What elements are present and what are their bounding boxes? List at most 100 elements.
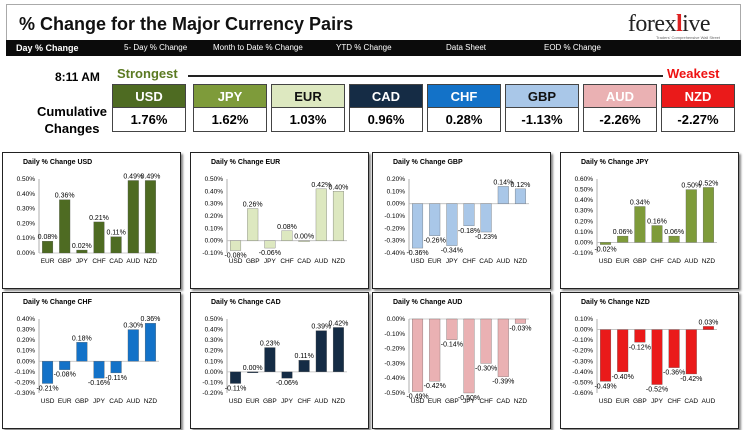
nav-day-change[interactable]: Day % Change <box>16 43 79 53</box>
y-tick-label: 0.10% <box>17 235 36 242</box>
bar-cad <box>110 361 122 374</box>
category-label: CAD <box>496 398 510 405</box>
y-tick-label: 0.10% <box>17 348 36 355</box>
category-label: CHF <box>462 258 475 265</box>
category-label: CHF <box>92 258 105 265</box>
category-label: AUD <box>702 398 716 405</box>
y-tick-label: 0.40% <box>17 191 36 198</box>
data-label: 0.36% <box>55 193 75 200</box>
y-tick-label: -0.10% <box>202 379 223 386</box>
y-tick-label: 0.50% <box>575 187 594 194</box>
data-label: -0.40% <box>612 374 634 381</box>
y-tick-label: 0.30% <box>205 201 224 208</box>
currency-box-gbp: GBP -1.13% <box>505 84 579 132</box>
category-label: NZD <box>144 398 158 405</box>
y-tick-label: -0.20% <box>384 225 405 232</box>
bar-usd <box>412 203 424 249</box>
bar-usd <box>600 329 612 382</box>
nav-eod-change[interactable]: EOD % Change <box>544 43 601 52</box>
data-label: 0.49% <box>140 173 160 180</box>
y-tick-label: -0.20% <box>384 346 405 353</box>
data-label: 0.00% <box>243 365 263 372</box>
category-label: GBP <box>58 258 72 265</box>
y-tick-label: 0.60% <box>575 176 594 183</box>
chart-title: Daily % Change CHF <box>23 299 92 306</box>
currency-name: CHF <box>427 84 501 108</box>
y-tick-label: -0.20% <box>572 348 593 355</box>
data-label: -0.18% <box>458 228 480 235</box>
currency-value: -1.13% <box>505 108 579 132</box>
category-label: USD <box>229 398 243 405</box>
data-label: 0.30% <box>123 323 143 330</box>
bar-chf <box>281 230 293 241</box>
y-tick-label: 0.10% <box>575 316 594 323</box>
bar-chf <box>480 318 492 364</box>
chart-title: Daily % Change USD <box>23 159 93 166</box>
y-tick-label: -0.40% <box>384 250 405 257</box>
bar-jpy <box>264 240 276 249</box>
nav-data-sheet[interactable]: Data Sheet <box>446 43 487 52</box>
bar-eur <box>59 361 71 370</box>
category-label: USD <box>229 258 243 265</box>
data-label: 0.39% <box>311 324 331 331</box>
y-tick-label: 0.50% <box>205 176 224 183</box>
nav-mtd-change[interactable]: Month to Date % Change <box>213 43 303 52</box>
y-tick-label: 0.00% <box>387 201 406 208</box>
category-label: CHF <box>479 398 492 405</box>
data-label: 0.11% <box>106 230 125 237</box>
bar-gbp <box>264 347 276 373</box>
data-label: -0.30% <box>475 365 497 372</box>
category-label: CAD <box>109 398 123 405</box>
y-tick-label: 0.30% <box>575 208 594 215</box>
bar-usd <box>600 242 612 245</box>
data-label: 0.12% <box>510 182 530 189</box>
bar-chart: 0.00% 0.10% 0.20% 0.30% 0.40% 0.50% 0.08% EUR 0.… <box>17 173 161 265</box>
data-label: 0.00% <box>294 234 314 241</box>
category-label: GBP <box>246 258 260 265</box>
currency-name: GBP <box>505 84 579 108</box>
category-label: AUD <box>314 258 328 265</box>
data-label: -0.06% <box>259 250 281 257</box>
data-label: 0.23% <box>260 341 280 348</box>
nav-ytd-change[interactable]: YTD % Change <box>336 43 392 52</box>
forexlive-logo[interactable]: forexlive <box>627 11 711 37</box>
category-label: JPY <box>76 258 89 265</box>
chart-panel-usd: Daily % Change USD 0.00% 0.10% 0.20% 0.30% 0.… <box>2 152 181 289</box>
bar-gbp <box>76 342 88 362</box>
category-label: JPY <box>651 398 664 405</box>
currency-name: JPY <box>193 84 267 108</box>
category-label: GBP <box>75 398 89 405</box>
currency-box-cad: CAD 0.96% <box>349 84 423 132</box>
bar-jpy <box>463 318 475 394</box>
data-label: 0.26% <box>243 202 263 209</box>
data-label: -0.36% <box>406 250 428 257</box>
category-label: AUD <box>126 398 140 405</box>
bar-gbp <box>446 318 458 340</box>
data-label: 0.02% <box>72 243 92 250</box>
bar-nzd <box>702 187 714 243</box>
chart-panel-eur: Daily % Change EUR -0.10% 0.00% 0.10% 0.20% 0… <box>190 152 369 289</box>
currency-value: 1.03% <box>271 108 345 132</box>
chart-title: Daily % Change NZD <box>581 299 650 306</box>
bar-eur <box>42 241 54 254</box>
category-label: AUD <box>314 398 328 405</box>
category-label: JPY <box>264 258 277 265</box>
data-label: -0.12% <box>629 344 651 351</box>
nav-5day-change[interactable]: 5- Day % Change <box>124 43 188 52</box>
currency-box-eur: EUR 1.03% <box>271 84 345 132</box>
page-title: % Change for the Major Currency Pairs <box>19 14 354 34</box>
bar-aud <box>315 330 327 373</box>
category-label: CHF <box>297 398 310 405</box>
data-label: 0.21% <box>89 215 109 222</box>
y-tick-label: 0.00% <box>575 239 594 246</box>
category-label: CHF <box>280 258 293 265</box>
currency-name: AUD <box>583 84 657 108</box>
bar-chf <box>463 203 475 227</box>
logo-tagline: Traders' Comprehensive Wall Street <box>655 35 720 40</box>
chart-title: Daily % Change CAD <box>211 299 281 306</box>
bar-cad <box>480 203 492 233</box>
data-label: -0.16% <box>88 380 110 387</box>
y-tick-label: 0.40% <box>17 316 36 323</box>
category-label: NZD <box>702 258 716 265</box>
bar-gbp <box>247 208 259 241</box>
